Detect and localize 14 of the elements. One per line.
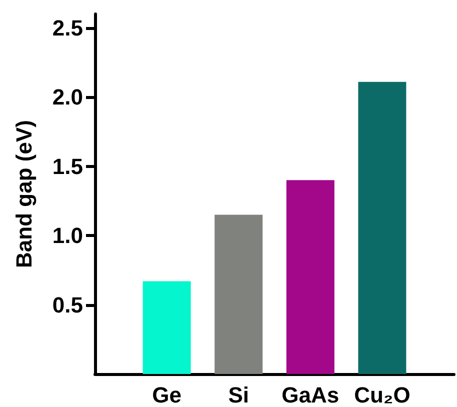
bar	[286, 180, 334, 374]
x-tick-label: GaAs	[282, 382, 340, 407]
y-tick-label: 2.0	[52, 84, 83, 110]
bar	[142, 281, 191, 374]
x-tick-label: Si	[228, 382, 249, 407]
bar	[214, 214, 263, 374]
y-tick-label: 2.5	[52, 15, 83, 40]
y-tick-label: 1.5	[52, 154, 83, 179]
y-axis-title: Band gap (eV)	[12, 120, 36, 268]
y-tick-label: 0.5	[52, 292, 83, 318]
y-tick-label: 1.0	[52, 223, 83, 248]
x-tick-label: Ge	[152, 382, 182, 407]
bar	[358, 82, 406, 374]
x-tick-label: Cu₂O	[354, 382, 410, 407]
